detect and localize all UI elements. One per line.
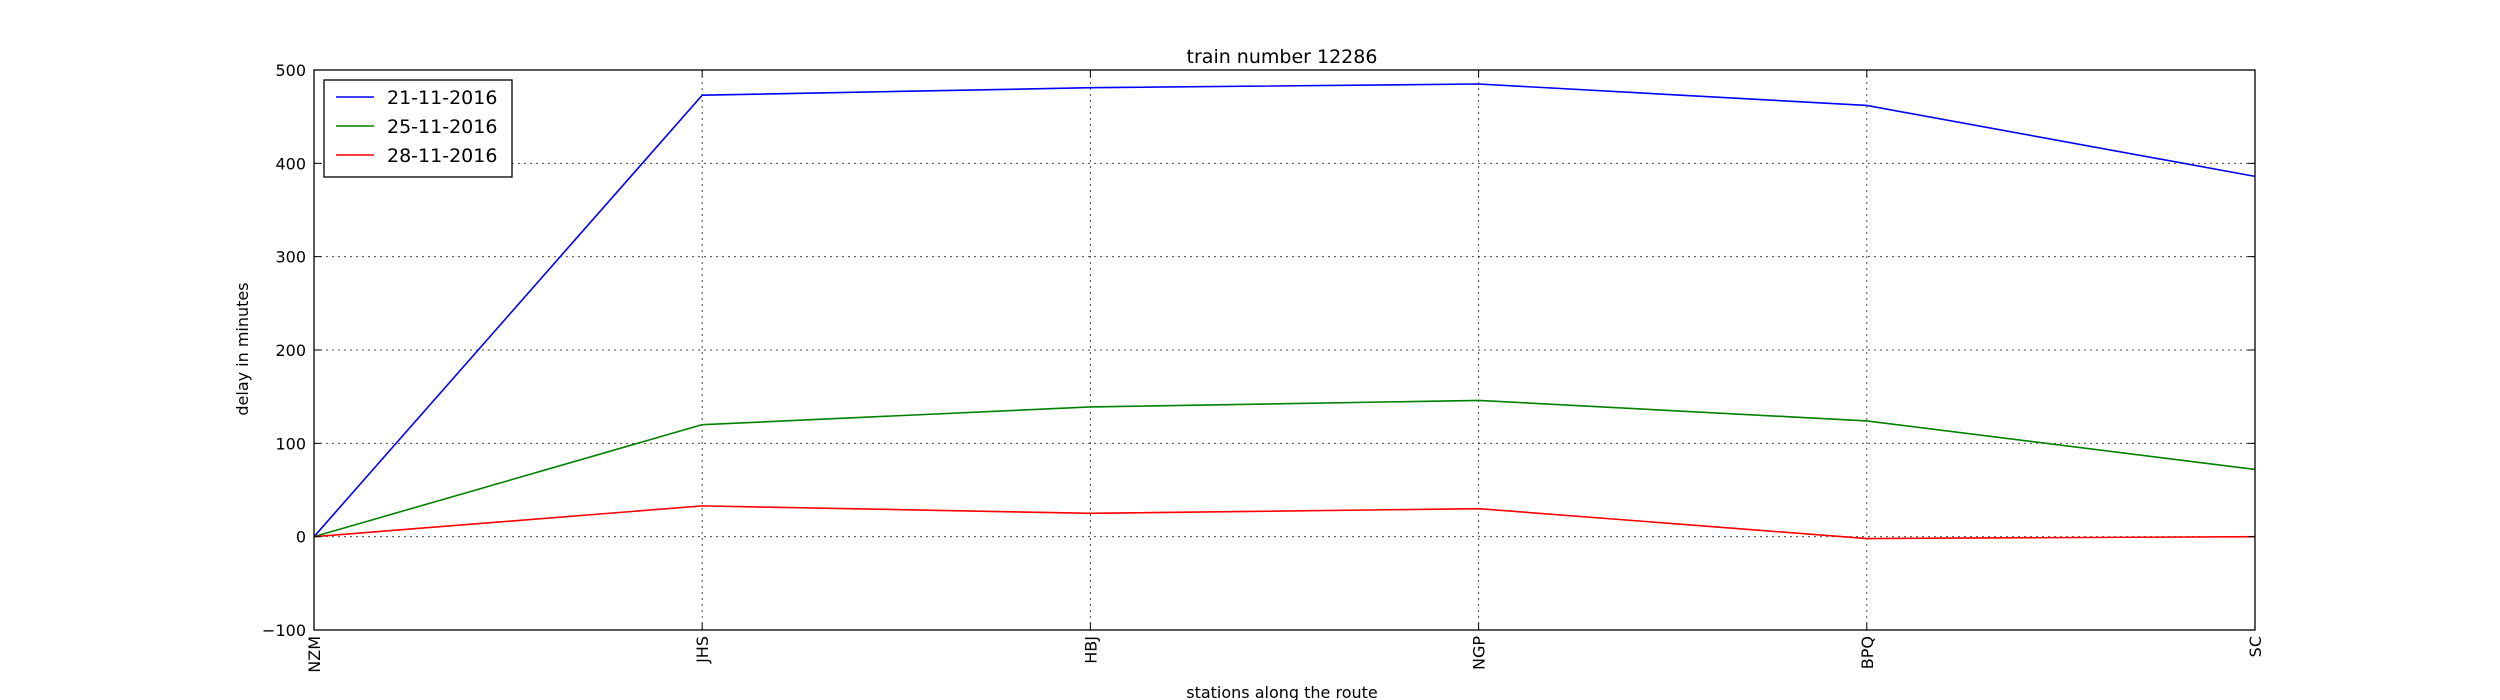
legend-box [323, 79, 513, 178]
series-line [313, 505, 2256, 540]
x-tick-label: SC [2246, 636, 2265, 657]
y-tick-label: 200 [275, 341, 306, 360]
legend-label: 21-11-2016 [387, 87, 497, 109]
x-tick-label: NZM [305, 636, 324, 673]
chart-title: train number 12286 [1187, 46, 1378, 68]
legend-label: 28-11-2016 [387, 145, 497, 167]
series-lines [313, 83, 2256, 540]
y-tick-label: 100 [275, 434, 306, 453]
axis-ticks: −100 0 100 200 300 400 500 NZM JHS HBJ NGP BPQ SC [262, 61, 2265, 673]
y-tick-label: 300 [275, 248, 306, 267]
y-axis-label: delay in minutes [233, 282, 252, 415]
x-tick-label: NGP [1470, 636, 1489, 670]
x-tick-label: JHS [693, 636, 712, 664]
y-tick-label: 500 [275, 61, 306, 80]
y-tick-label: −100 [262, 621, 306, 640]
series-line [313, 83, 2256, 538]
y-tick-label: 400 [275, 154, 306, 173]
legend-label: 25-11-2016 [387, 116, 497, 138]
x-tick-label: HBJ [1081, 636, 1100, 664]
x-tick-label: BPQ [1858, 636, 1877, 669]
legend: 21-11-2016 25-11-2016 28-11-2016 [323, 79, 513, 178]
series-line [313, 399, 2256, 538]
y-tick-label: 0 [296, 528, 306, 547]
x-axis-label: stations along the route [1186, 683, 1378, 700]
